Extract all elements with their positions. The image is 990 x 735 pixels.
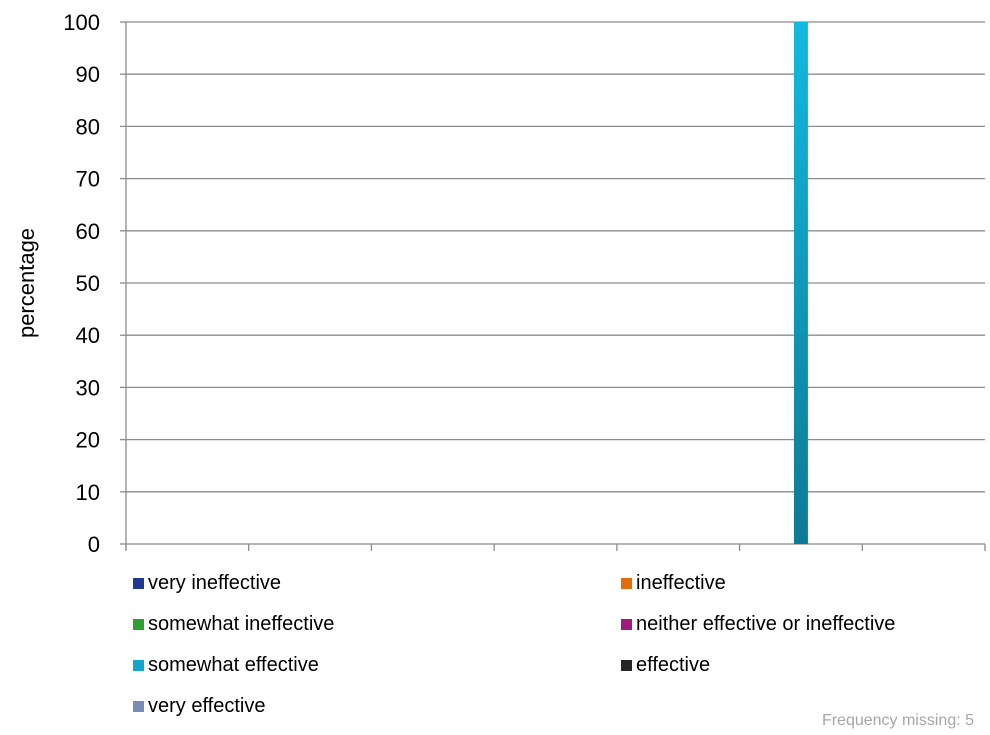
legend-swatch [133,578,144,589]
y-tick-label: 60 [76,219,100,244]
legend-item: somewhat ineffective [133,613,334,636]
y-tick-label: 70 [76,167,100,192]
legend-swatch [621,578,632,589]
legend-swatch [133,701,144,712]
y-tick-label: 80 [76,114,100,139]
y-tick-label: 50 [76,271,100,296]
y-tick-label: 30 [76,375,100,400]
frequency-missing-note: Frequency missing: 5 [821,712,974,729]
bar-somewhat-effective [793,22,808,544]
legend-item: neither effective or ineffective [621,613,895,636]
legend-item: somewhat effective [133,654,319,677]
legend-label: very ineffective [148,572,282,594]
legend-item: effective [621,654,710,677]
y-tick-label: 100 [63,10,100,35]
y-tick-label: 20 [76,428,100,453]
legend-label: very effective [148,695,266,717]
legend-label: ineffective [636,572,726,594]
legend-swatch [621,660,632,671]
y-tick-label: 0 [88,532,100,557]
bars [793,22,808,544]
y-tick-label: 40 [76,323,100,348]
y-axis-title: percentage [14,228,39,338]
legend-swatch [133,619,144,630]
legend-label: somewhat ineffective [148,613,335,635]
y-tick-labels: 0 10 20 30 40 50 60 70 80 90 100 [63,10,126,557]
y-tick-label: 90 [76,62,100,87]
legend-item: very ineffective [133,572,281,595]
gridlines [126,21,985,493]
legend-item: very effective [133,695,265,718]
legend-label: somewhat effective [148,654,319,676]
y-tick-label: 10 [76,480,100,505]
legend-item: ineffective [621,572,726,595]
legend-label: neither effective or ineffective [636,613,896,635]
legend-swatch [621,619,632,630]
legend-label: effective [636,654,711,676]
x-axis [125,22,986,551]
legend-swatch [133,660,144,671]
